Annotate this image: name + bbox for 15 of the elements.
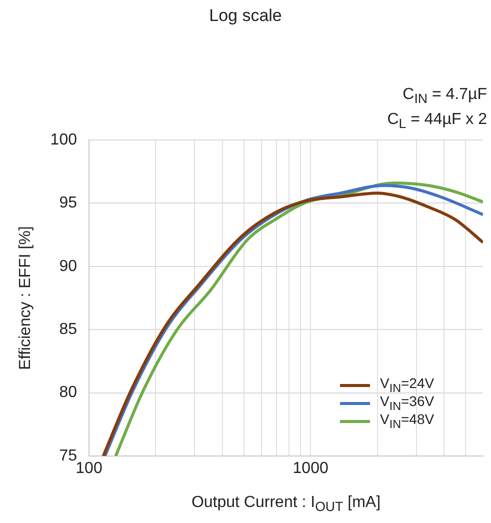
text: C$_{L}$ = 44µF x 2 [387, 110, 487, 134]
y-tick-label: 90 [59, 258, 78, 275]
y-tick-label: 75 [59, 447, 78, 464]
legend-label: V$_{IN}$=48V [380, 411, 434, 431]
y-tick-label: 85 [59, 321, 78, 338]
y-tick-label: 100 [50, 131, 78, 148]
x-tick-label: 1000 [292, 460, 328, 478]
x-axis-title: Output Current : I$_{OUT}$ [mA] [191, 494, 381, 514]
y-tick-label: 95 [59, 194, 78, 212]
legend-label: V$_{IN}$=36V [380, 393, 434, 413]
y-tick-label: 80 [59, 384, 78, 402]
y-axis-title: Efficiency : EFFI [%] [17, 226, 35, 370]
legend-label: V$_{IN}$=24V [380, 375, 434, 395]
chart-title: Log scale [208, 6, 283, 26]
text: C$_{IN}$ = 4.7µF [402, 85, 487, 108]
